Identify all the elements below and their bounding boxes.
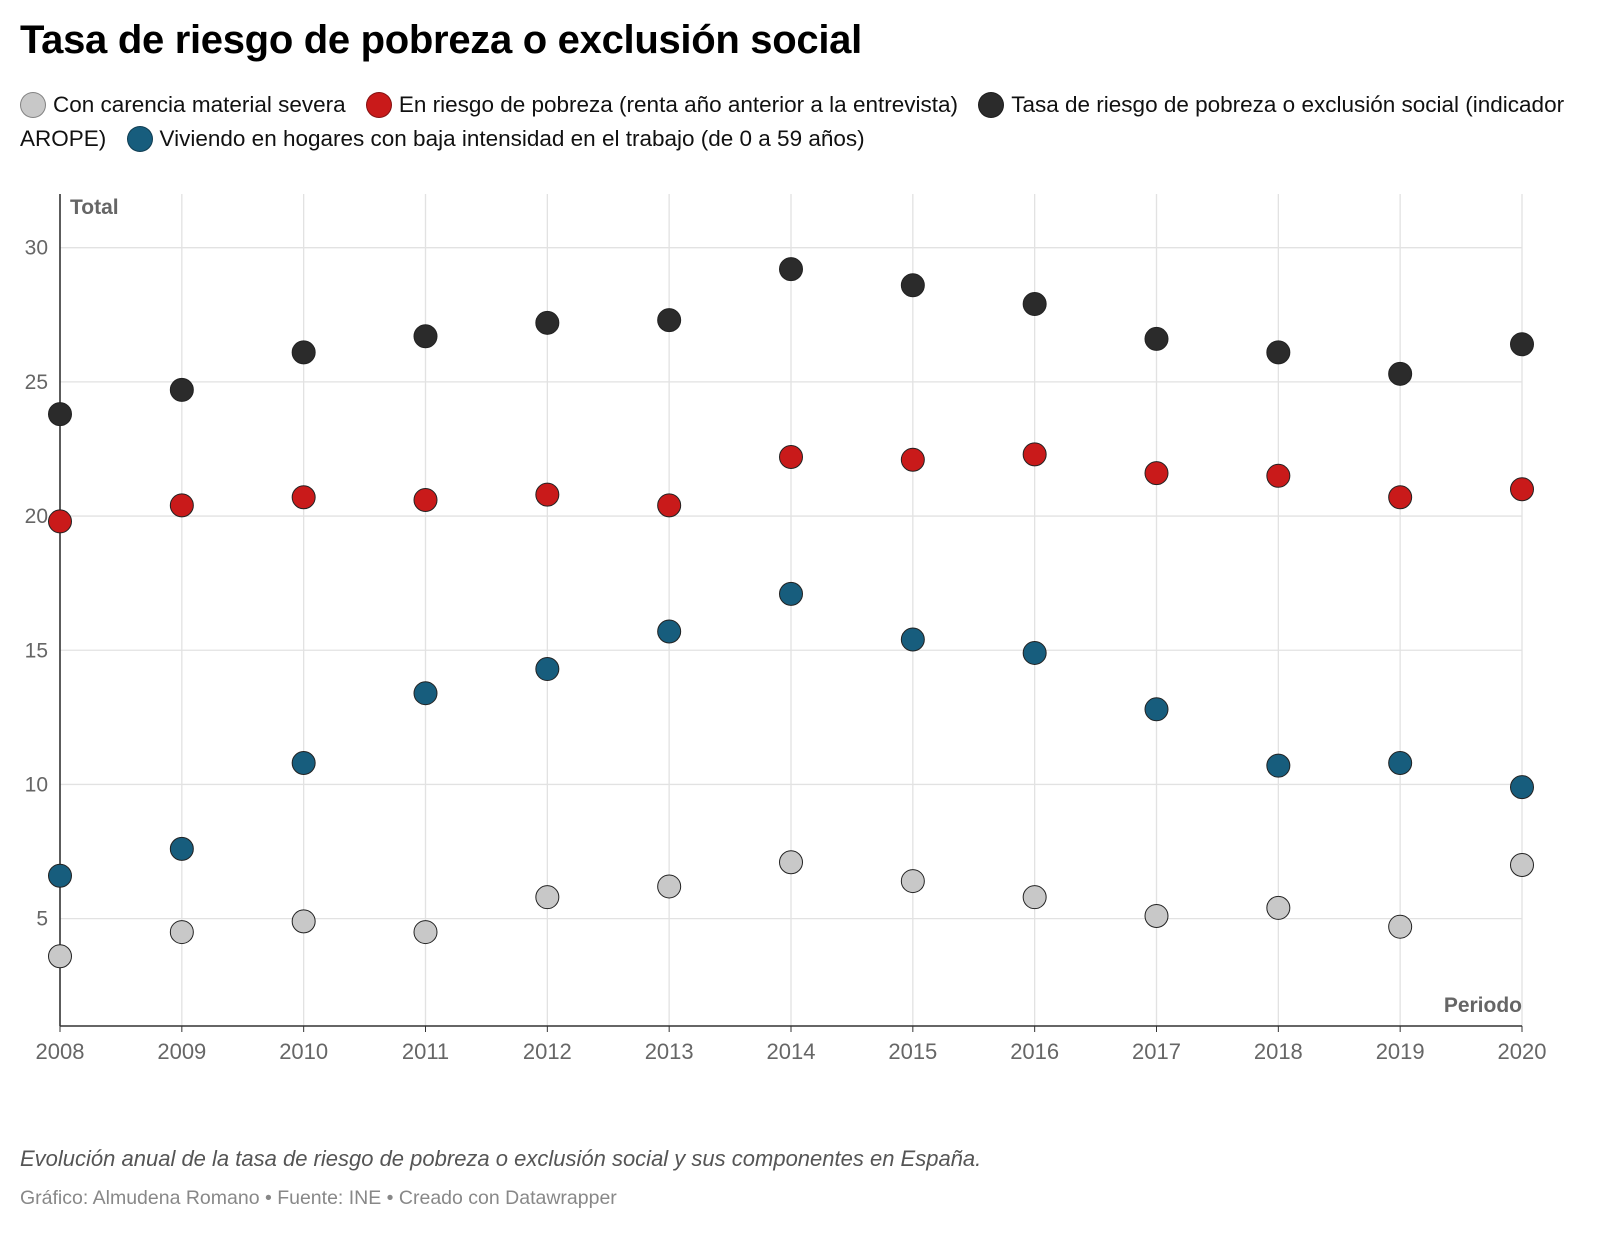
data-point-series-2-2014[interactable]: [779, 445, 803, 470]
chart-description: Evolución anual de la tasa de riesgo de …: [20, 1146, 982, 1171]
legend: Con carencia material severa En riesgo d…: [20, 88, 1590, 156]
x-tick-label: 2009: [157, 1039, 206, 1064]
data-point-series-1-2009[interactable]: [169, 836, 194, 861]
data-point-series-2-2013[interactable]: [657, 493, 682, 518]
legend-item-baja-intensidad: Viviendo en hogares con baja intensidad …: [126, 126, 865, 152]
data-point-series-2-2018[interactable]: [1266, 463, 1291, 488]
data-point-series-2-2016[interactable]: [1022, 442, 1047, 467]
legend-label-riesgo: En riesgo de pobreza (renta año anterior…: [398, 92, 958, 117]
y-tick-label: 5: [36, 908, 48, 931]
x-axis-title: Periodo: [1444, 994, 1522, 1017]
x-tick-label: 2014: [767, 1039, 816, 1064]
data-point-series-1-2015[interactable]: [900, 627, 925, 652]
data-point-series-2-2012[interactable]: [535, 482, 560, 507]
data-point-series-3-2015[interactable]: [900, 273, 925, 298]
points-layer: [48, 257, 1534, 969]
chart-footer: Gráfico: Almudena Romano • Fuente: INE •…: [20, 1187, 617, 1209]
data-point-series-1-2010[interactable]: [291, 750, 316, 775]
data-point-series-0-2018[interactable]: [1266, 895, 1291, 920]
legend-dot-riesgo: [365, 92, 392, 118]
x-tick-label: 2018: [1254, 1039, 1303, 1064]
data-point-series-0-2015[interactable]: [900, 869, 925, 894]
data-point-series-3-2010[interactable]: [291, 340, 316, 365]
data-point-series-3-2012[interactable]: [535, 310, 560, 335]
data-point-series-3-2013[interactable]: [657, 308, 682, 333]
legend-dot-carencia: [20, 92, 46, 118]
legend-label-arope: Tasa de riesgo de pobreza o exclusión so…: [20, 92, 1565, 151]
data-point-series-3-2018[interactable]: [1266, 340, 1291, 365]
legend-label-carencia: Con carencia material severa: [53, 92, 346, 117]
axis-layer: 5 10 15 20 25 30 2008 2009 2010 2011 2012 2013 2014 2…: [25, 194, 1547, 1064]
data-point-series-3-2014[interactable]: [779, 257, 803, 282]
data-point-series-3-2017[interactable]: [1144, 326, 1169, 351]
data-point-series-1-2008[interactable]: [48, 863, 72, 888]
scatter-chart: 5 10 15 20 25 30 2008 2009 2010 2011 2012 2013 2014 2…: [25, 194, 1547, 1064]
y-tick-label: 20: [25, 505, 48, 528]
x-tick-label: 2011: [402, 1039, 449, 1064]
data-point-series-0-2013[interactable]: [657, 874, 682, 899]
x-tick-label: 2015: [888, 1039, 937, 1064]
data-point-series-0-2016[interactable]: [1022, 885, 1047, 910]
y-tick-label: 10: [25, 773, 48, 796]
data-point-series-2-2019[interactable]: [1388, 485, 1413, 510]
data-point-series-1-2014[interactable]: [779, 581, 803, 606]
data-point-series-0-2020[interactable]: [1510, 852, 1534, 877]
y-tick-label: 25: [25, 371, 48, 394]
data-point-series-0-2009[interactable]: [169, 920, 194, 945]
data-point-series-2-2011[interactable]: [413, 487, 438, 512]
y-tick-label: 30: [25, 237, 48, 260]
x-tick-label: 2019: [1376, 1039, 1425, 1064]
data-point-series-0-2011[interactable]: [413, 920, 438, 945]
data-point-series-3-2008[interactable]: [48, 402, 72, 427]
grid-layer: [60, 194, 1523, 1026]
y-tick-label: 15: [25, 639, 48, 662]
data-point-series-0-2017[interactable]: [1144, 903, 1169, 928]
x-tick-label: 2008: [36, 1039, 85, 1064]
legend-dot-arope: [978, 92, 1005, 118]
data-point-series-0-2014[interactable]: [779, 850, 803, 875]
data-point-series-3-2019[interactable]: [1388, 361, 1413, 386]
legend-dot-baja-intensidad: [126, 126, 153, 152]
data-point-series-2-2010[interactable]: [291, 485, 316, 510]
data-point-series-3-2016[interactable]: [1022, 292, 1047, 317]
legend-item-arope: Tasa de riesgo de pobreza o exclusión so…: [20, 92, 1564, 151]
data-point-series-1-2017[interactable]: [1144, 697, 1169, 722]
data-point-series-0-2008[interactable]: [48, 944, 72, 969]
data-point-series-1-2019[interactable]: [1388, 750, 1413, 775]
x-tick-label: 2016: [1010, 1039, 1059, 1064]
data-point-series-0-2019[interactable]: [1388, 914, 1413, 939]
data-point-series-1-2012[interactable]: [535, 657, 560, 682]
chart-title: Tasa de riesgo de pobreza o exclusión so…: [20, 18, 862, 62]
legend-item-riesgo: En riesgo de pobreza (renta año anterior…: [365, 92, 958, 118]
data-point-series-1-2013[interactable]: [657, 619, 682, 644]
legend-item-carencia: Con carencia material severa: [20, 92, 346, 118]
legend-label-baja-intensidad: Viviendo en hogares con baja intensidad …: [159, 126, 865, 151]
data-point-series-1-2016[interactable]: [1022, 640, 1047, 665]
data-point-series-1-2011[interactable]: [413, 681, 438, 706]
data-point-series-3-2020[interactable]: [1510, 332, 1534, 357]
data-point-series-2-2008[interactable]: [48, 509, 72, 534]
data-point-series-2-2015[interactable]: [900, 447, 925, 472]
y-axis-title: Total: [70, 196, 119, 219]
data-point-series-2-2017[interactable]: [1144, 461, 1169, 486]
data-point-series-0-2012[interactable]: [535, 885, 560, 910]
x-tick-label: 2013: [645, 1039, 694, 1064]
data-point-series-1-2018[interactable]: [1266, 753, 1291, 778]
data-point-series-3-2009[interactable]: [169, 377, 194, 402]
x-tick-label: 2012: [523, 1039, 572, 1064]
x-tick-label: 2017: [1132, 1039, 1181, 1064]
data-point-series-2-2009[interactable]: [169, 493, 194, 518]
data-point-series-0-2010[interactable]: [291, 909, 316, 934]
x-tick-label: 2020: [1498, 1039, 1547, 1064]
data-point-series-3-2011[interactable]: [413, 324, 438, 349]
data-point-series-1-2020[interactable]: [1510, 775, 1534, 800]
data-point-series-2-2020[interactable]: [1510, 477, 1534, 502]
x-tick-label: 2010: [279, 1039, 328, 1064]
